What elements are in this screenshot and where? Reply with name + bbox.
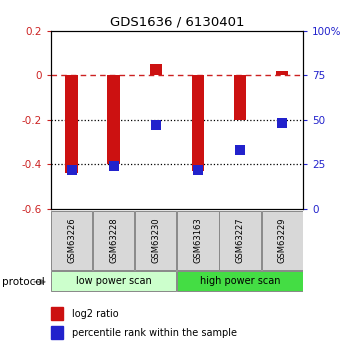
- Bar: [149, 65, 162, 76]
- Bar: [51, 211, 92, 270]
- Bar: [93, 211, 134, 270]
- Point: [195, 167, 201, 172]
- Text: GSM63163: GSM63163: [193, 217, 203, 263]
- Text: GSM63229: GSM63229: [278, 217, 287, 263]
- Bar: [177, 211, 218, 270]
- Bar: [135, 211, 177, 270]
- Bar: [107, 76, 120, 164]
- Bar: [276, 71, 288, 76]
- Bar: [65, 76, 78, 173]
- Point: [237, 147, 243, 153]
- Text: GSM63230: GSM63230: [151, 217, 160, 263]
- Text: GSM63227: GSM63227: [236, 217, 244, 263]
- Bar: [261, 211, 303, 270]
- Bar: [219, 211, 261, 270]
- Text: percentile rank within the sample: percentile rank within the sample: [72, 328, 238, 338]
- Text: log2 ratio: log2 ratio: [72, 309, 119, 319]
- Title: GDS1636 / 6130401: GDS1636 / 6130401: [110, 16, 244, 29]
- Point: [111, 163, 117, 169]
- Text: protocol: protocol: [2, 277, 44, 287]
- Bar: [234, 76, 246, 120]
- Text: low power scan: low power scan: [76, 276, 152, 286]
- Bar: [51, 326, 63, 339]
- Point: [153, 122, 159, 128]
- Text: GSM63226: GSM63226: [67, 217, 76, 263]
- Bar: [51, 307, 63, 320]
- Bar: [192, 76, 204, 171]
- Bar: [51, 271, 177, 291]
- Bar: [177, 271, 303, 291]
- Point: [279, 121, 285, 126]
- Point: [69, 167, 74, 172]
- Text: GSM63228: GSM63228: [109, 217, 118, 263]
- Text: high power scan: high power scan: [200, 276, 280, 286]
